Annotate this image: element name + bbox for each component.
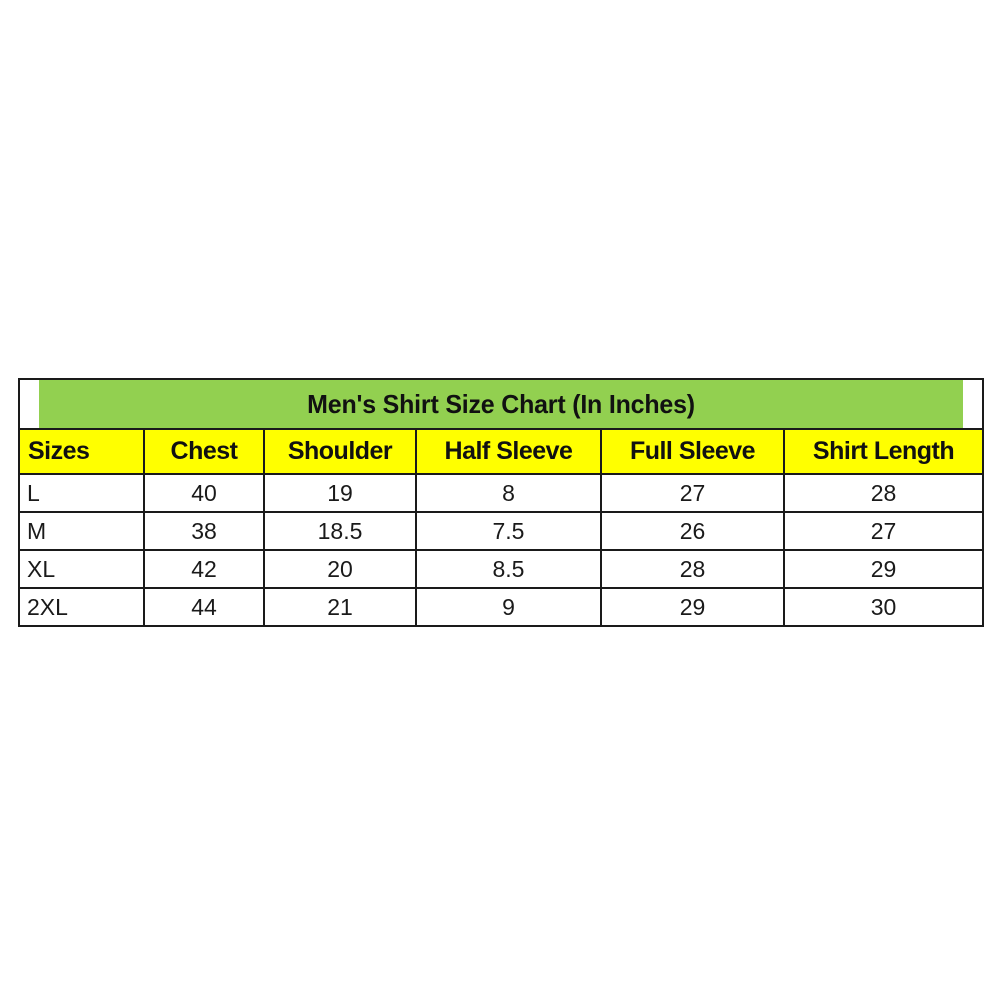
cell-half-sleeve: 8.5 bbox=[415, 549, 602, 589]
cell-shoulder: 21 bbox=[263, 587, 417, 627]
cell-size: M bbox=[18, 511, 145, 551]
table-row: M 38 18.5 7.5 26 27 bbox=[18, 511, 985, 551]
cell-full-sleeve: 26 bbox=[600, 511, 785, 551]
cell-half-sleeve: 8 bbox=[415, 473, 602, 513]
cell-chest: 44 bbox=[143, 587, 265, 627]
cell-full-sleeve: 29 bbox=[600, 587, 785, 627]
column-header-half-sleeve: Half Sleeve bbox=[415, 428, 602, 475]
cell-shoulder: 20 bbox=[263, 549, 417, 589]
cell-full-sleeve: 27 bbox=[600, 473, 785, 513]
cell-half-sleeve: 7.5 bbox=[415, 511, 602, 551]
column-header-shoulder: Shoulder bbox=[263, 428, 417, 475]
cell-chest: 42 bbox=[143, 549, 265, 589]
column-header-chest: Chest bbox=[143, 428, 265, 475]
table-row: 2XL 44 21 9 29 30 bbox=[18, 587, 985, 627]
column-header-shirt-length: Shirt Length bbox=[782, 428, 985, 475]
column-header-sizes: Sizes bbox=[18, 428, 145, 475]
cell-size: 2XL bbox=[18, 587, 145, 627]
cell-shoulder: 19 bbox=[263, 473, 417, 513]
cell-shirt-length: 30 bbox=[782, 587, 985, 627]
column-header-row: Sizes Chest Shoulder Half Sleeve Full Sl… bbox=[18, 428, 985, 475]
cell-shirt-length: 28 bbox=[782, 473, 985, 513]
column-header-full-sleeve: Full Sleeve bbox=[600, 428, 785, 475]
table-row: XL 42 20 8.5 28 29 bbox=[18, 549, 985, 589]
chart-title-row: Men's Shirt Size Chart (In Inches) bbox=[19, 378, 983, 430]
cell-chest: 40 bbox=[143, 473, 265, 513]
cell-size: XL bbox=[18, 549, 145, 589]
cell-chest: 38 bbox=[143, 511, 265, 551]
table-row: L 40 19 8 27 28 bbox=[18, 473, 985, 513]
size-chart-container: Men's Shirt Size Chart (In Inches) Sizes… bbox=[18, 378, 985, 627]
chart-title: Men's Shirt Size Chart (In Inches) bbox=[37, 378, 965, 430]
cell-size: L bbox=[18, 473, 145, 513]
cell-shirt-length: 29 bbox=[782, 549, 985, 589]
cell-full-sleeve: 28 bbox=[600, 549, 785, 589]
size-chart-table: Men's Shirt Size Chart (In Inches) Sizes… bbox=[18, 378, 985, 627]
cell-half-sleeve: 9 bbox=[415, 587, 602, 627]
cell-shirt-length: 27 bbox=[782, 511, 985, 551]
cell-shoulder: 18.5 bbox=[263, 511, 417, 551]
